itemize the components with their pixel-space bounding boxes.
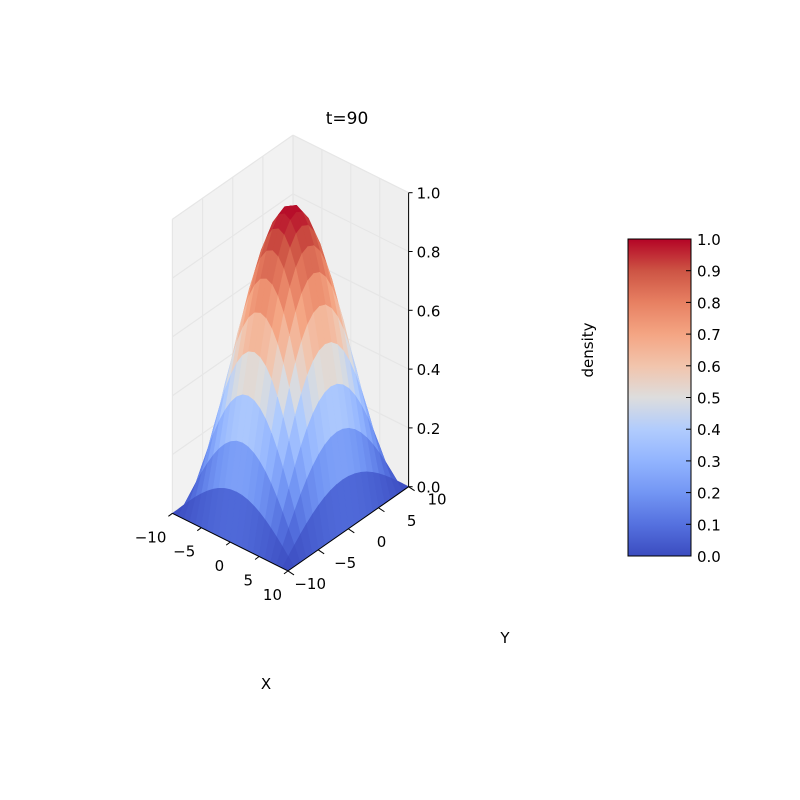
colorbar-tick-label: 0.8: [697, 294, 721, 312]
colorbar-tick-label: 0.6: [697, 358, 721, 376]
x-tick: [197, 527, 202, 532]
colorbar-tick-label: 0.1: [697, 516, 721, 534]
y-tick: [317, 549, 325, 555]
x-tick: [225, 541, 231, 546]
colorbar-tick-label: 0.5: [697, 390, 721, 408]
x-tick: [254, 556, 260, 560]
colorbar-tick-label: 0.2: [697, 485, 721, 503]
y-tick: [348, 528, 355, 534]
x-tick-label: 5: [244, 572, 254, 590]
y-tick-label: 5: [407, 512, 417, 530]
y-axis-label: Y: [499, 629, 510, 647]
y-tick-label: 0: [377, 533, 387, 551]
y-tick: [378, 507, 385, 513]
colorbar-tick-label: 0.7: [697, 326, 721, 344]
y-tick-label: −5: [334, 554, 356, 572]
z-tick-label: 0.8: [417, 244, 441, 262]
x-tick: [283, 570, 289, 575]
colorbar: 0.0 0.1 0.2 0.3 0.4 0.5 0.6 0.7 0.8 0.9 1.0: [627, 231, 721, 566]
colorbar-ticks: 0.0 0.1 0.2 0.3 0.4 0.5 0.6 0.7 0.8 0.9 1.0: [686, 231, 721, 566]
x-tick-label: 0: [215, 557, 225, 575]
y-tick-label: −10: [294, 575, 326, 593]
x-tick: [168, 512, 173, 517]
y-tick-label: 10: [428, 491, 447, 509]
z-tick-label: 0.6: [417, 302, 441, 320]
colorbar-tick-label: 0.0: [697, 548, 721, 566]
x-tick-label: −10: [135, 528, 167, 546]
y-tick: [408, 486, 415, 492]
colorbar-gradient: [627, 238, 692, 557]
x-axis-label: X: [261, 675, 271, 693]
y-tick: [287, 570, 295, 576]
colorbar-tick-label: 0.3: [697, 453, 721, 471]
colorbar-tick-label: 0.4: [697, 421, 721, 439]
colorbar-tick-label: 0.9: [697, 263, 721, 281]
z-axis-label: density: [579, 322, 597, 377]
z-tick-label: 0.2: [417, 420, 441, 438]
chart-title: t=90: [326, 109, 369, 129]
x-tick-label: −5: [173, 543, 195, 561]
z-tick-label: 0.0: [417, 479, 441, 497]
z-tick-label: 0.4: [417, 361, 441, 379]
colorbar-tick-label: 1.0: [697, 231, 721, 249]
z-tick-label: 1.0: [417, 185, 441, 203]
x-tick-label: 10: [263, 586, 282, 604]
density-surface: [171, 205, 410, 572]
